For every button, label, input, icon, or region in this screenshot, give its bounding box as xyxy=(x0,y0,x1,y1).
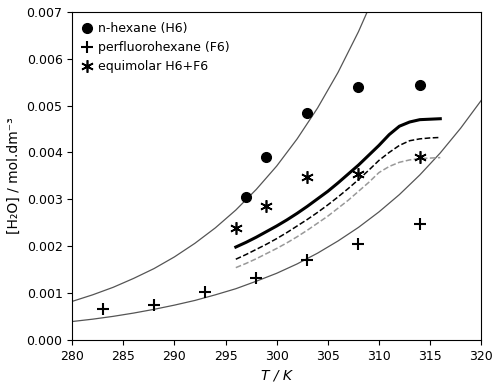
equimolar H6+F6 xyxy=(304,174,310,179)
perfluorohexane (F6) xyxy=(417,221,423,226)
equimolar H6+F6 xyxy=(264,203,270,208)
n-hexane (H6) xyxy=(264,155,270,159)
perfluorohexane (F6) xyxy=(254,276,260,280)
X-axis label: T / K: T / K xyxy=(261,368,292,382)
Line: perfluorohexane (F6): perfluorohexane (F6) xyxy=(98,218,425,315)
equimolar H6+F6 xyxy=(417,155,423,159)
perfluorohexane (F6) xyxy=(202,290,208,294)
Y-axis label: [H₂O] / mol.dm⁻³: [H₂O] / mol.dm⁻³ xyxy=(7,117,21,234)
n-hexane (H6) xyxy=(243,194,249,199)
perfluorohexane (F6) xyxy=(151,302,157,307)
equimolar H6+F6 xyxy=(233,226,239,231)
perfluorohexane (F6) xyxy=(356,242,362,246)
Line: n-hexane (H6): n-hexane (H6) xyxy=(241,80,424,202)
n-hexane (H6) xyxy=(356,84,362,89)
n-hexane (H6) xyxy=(304,110,310,115)
perfluorohexane (F6) xyxy=(304,258,310,263)
equimolar H6+F6 xyxy=(356,171,362,176)
Line: equimolar H6+F6: equimolar H6+F6 xyxy=(230,151,426,235)
n-hexane (H6) xyxy=(417,82,423,87)
Legend: n-hexane (H6), perfluorohexane (F6), equimolar H6+F6: n-hexane (H6), perfluorohexane (F6), equ… xyxy=(78,18,234,77)
perfluorohexane (F6) xyxy=(100,307,106,312)
